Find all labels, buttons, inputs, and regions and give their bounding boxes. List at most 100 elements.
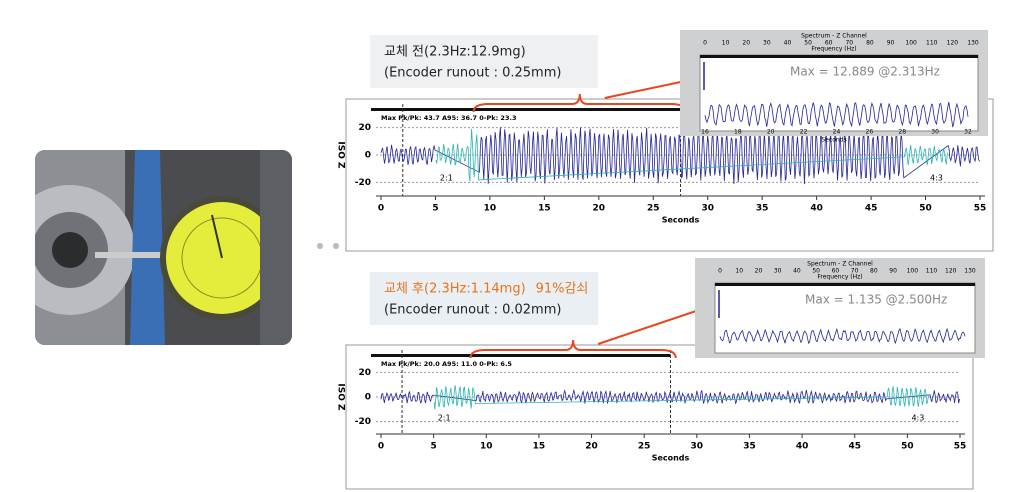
inset-waveform: [704, 101, 969, 128]
freq-tick-label: 0: [703, 40, 707, 47]
marker: 4:3: [911, 413, 924, 422]
freq-tick-label: 70: [845, 40, 853, 47]
freq-tick-label: 80: [870, 268, 878, 275]
brace: [472, 93, 687, 113]
stats-bar: [371, 354, 671, 357]
x-tick-label: 5: [432, 204, 438, 214]
freq-label: Frequency (Hz): [811, 46, 856, 53]
x-tick-label: 10: [484, 204, 497, 214]
y-tick-label: 0: [365, 151, 371, 161]
label-box: [370, 35, 598, 88]
label: 교체 후(2.3Hz:1.14mg): [384, 282, 526, 297]
x-tick-label: 20: [593, 204, 606, 214]
x-axis-label: Seconds: [652, 454, 690, 463]
freq-tick-label: 20: [742, 40, 750, 47]
freq-tick-label: 110: [926, 268, 938, 275]
freq-tick-label: 60: [832, 268, 840, 275]
x-tick-label: 20: [585, 442, 598, 452]
freq-tick-label: 110: [926, 40, 938, 47]
time-tick-label: 24: [833, 129, 841, 136]
x-tick-label: 15: [538, 204, 551, 214]
time-tick-label: 28: [898, 129, 906, 136]
freq-tick-label: 40: [784, 40, 792, 47]
y-axis-label: ISO Z: [336, 141, 346, 169]
x-tick-label: 10: [480, 442, 493, 452]
waveform-accent: [433, 385, 929, 410]
freq-tick-label: 10: [735, 268, 743, 275]
label-box: [370, 272, 598, 325]
marker: 4:3: [930, 174, 943, 183]
spectrum-bar: [700, 55, 978, 58]
time-tick-label: 26: [866, 129, 874, 136]
arrow: [604, 79, 691, 99]
brace: [469, 339, 677, 359]
freq-tick-label: 120: [947, 40, 959, 47]
x-tick-label: 35: [756, 204, 769, 214]
inset-title: Spectrum - Z Channel: [801, 33, 867, 40]
freq-tick-label: 100: [905, 40, 917, 47]
y-tick-label: 0: [365, 393, 371, 403]
x-tick-label: 30: [691, 442, 704, 452]
freq-tick-label: 120: [945, 268, 957, 275]
max-value: Max = 1.135 @2.500Hz: [805, 293, 947, 307]
time-tick-label: 20: [767, 129, 775, 136]
freq-label: Frequency (Hz): [817, 274, 862, 281]
freq-tick-label: 30: [774, 268, 782, 275]
time-tick-label: 18: [734, 129, 742, 136]
inset-waveform: [719, 327, 966, 345]
stats: Max Pk/Pk: 20.0 A95: 11.0 0-Pk: 6.5: [381, 360, 512, 368]
x-tick-label: 50: [919, 204, 932, 214]
waveform-accent: [435, 128, 948, 182]
x-tick-label: 25: [638, 442, 651, 452]
x-tick-label: 35: [743, 442, 756, 452]
freq-tick-label: 60: [825, 40, 833, 47]
freq-tick-label: 80: [866, 40, 874, 47]
freq-tick-label: 70: [851, 268, 859, 275]
x-tick-label: 15: [533, 442, 546, 452]
y-tick-label: -20: [355, 178, 371, 188]
time-tick-label: 32: [964, 129, 972, 136]
freq-tick-label: 30: [763, 40, 771, 47]
x-tick-label: 40: [796, 442, 809, 452]
freq-tick-label: 50: [804, 40, 812, 47]
marker: 2:1: [438, 413, 451, 422]
runout: (Encoder runout : 0.25mm): [384, 66, 561, 81]
waveform: [380, 127, 980, 185]
spectrum-bar: [715, 283, 975, 286]
freq-tick-label: 50: [812, 268, 820, 275]
x-tick-label: 30: [701, 204, 714, 214]
time-label: Seconds: [821, 137, 846, 144]
freq-tick-label: 10: [722, 40, 730, 47]
photo: [35, 150, 292, 345]
max-box: [785, 290, 970, 308]
y-tick-label: -20: [355, 417, 371, 427]
x-tick-label: 40: [810, 204, 823, 214]
x-tick-label: 55: [974, 204, 987, 214]
time-tick-label: 16: [701, 129, 709, 136]
freq-tick-label: 90: [887, 40, 895, 47]
label: 교체 전(2.3Hz:12.9mg): [384, 45, 526, 60]
freq-tick-label: 0: [718, 268, 722, 275]
x-tick-label: 5: [431, 442, 437, 452]
freq-tick-label: 20: [755, 268, 763, 275]
stats: Max Pk/Pk: 43.7 A95: 36.7 0-Pk: 23.3: [381, 114, 516, 122]
x-tick-label: 55: [954, 442, 967, 452]
waveform: [380, 388, 960, 405]
x-tick-label: 50: [901, 442, 914, 452]
max-value: Max = 12.889 @2.313Hz: [790, 65, 940, 79]
marker: 2:1: [440, 174, 453, 183]
max-box: [770, 62, 973, 80]
chart-frame: [345, 344, 974, 490]
x-axis-label: Seconds: [662, 216, 700, 225]
reduction: 91%감쇠: [536, 282, 589, 297]
stats-bar: [371, 108, 681, 111]
freq-tick-label: 130: [967, 40, 979, 47]
y-axis-label: ISO Z: [336, 383, 346, 411]
freq-tick-label: 90: [889, 268, 897, 275]
x-tick-label: 25: [647, 204, 660, 214]
y-tick-label: 20: [358, 368, 371, 378]
inset-title: Spectrum - Z Channel: [807, 261, 873, 268]
runout: (Encoder runout : 0.02mm): [384, 303, 561, 318]
x-tick-label: 0: [378, 442, 384, 452]
